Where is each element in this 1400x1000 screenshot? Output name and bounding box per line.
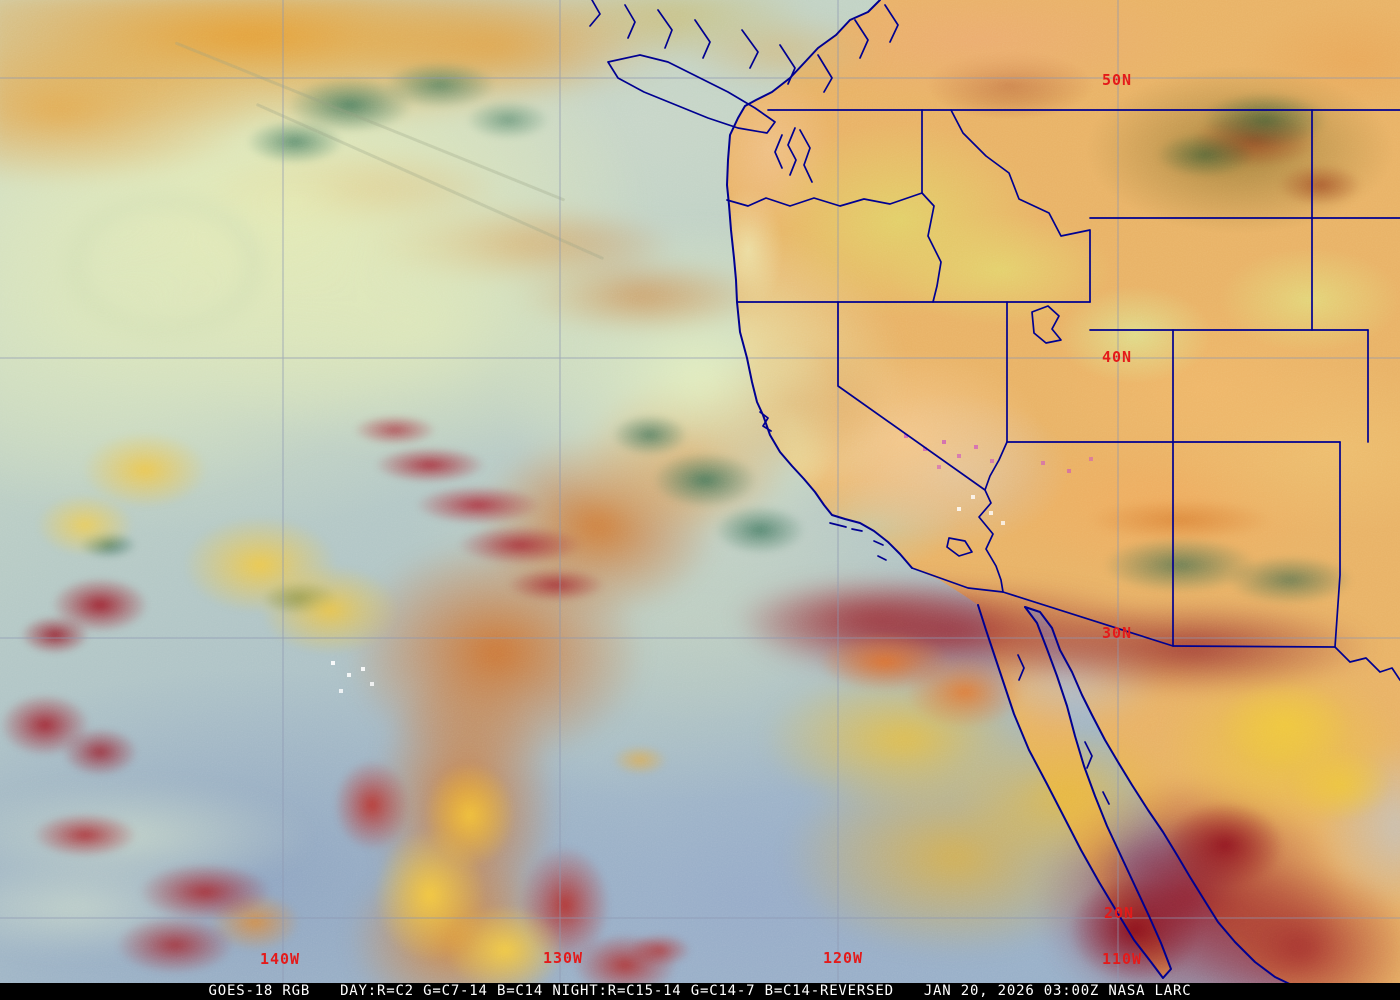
lat-label-20n: 20N [1103, 904, 1135, 922]
lon-label-130w: 130W [542, 949, 584, 967]
lon-label-140w: 140W [259, 950, 301, 968]
lon-label-120w: 120W [822, 949, 864, 967]
lat-label-50n: 50N [1101, 71, 1133, 89]
product-name: GOES-18 RGB [208, 983, 311, 999]
rgb-recipe: DAY:R=C2 G=C7-14 B=C14 NIGHT:R=C15-14 G=… [340, 983, 894, 999]
lat-label-40n: 40N [1101, 348, 1133, 366]
timestamp: JAN 20, 2026 03:00Z NASA LARC [923, 983, 1192, 999]
lat-label-30n: 30N [1101, 624, 1133, 642]
lon-label-110w: 110W [1101, 950, 1143, 968]
status-bar: GOES-18 RGB DAY:R=C2 G=C7-14 B=C14 NIGHT… [0, 983, 1400, 1000]
